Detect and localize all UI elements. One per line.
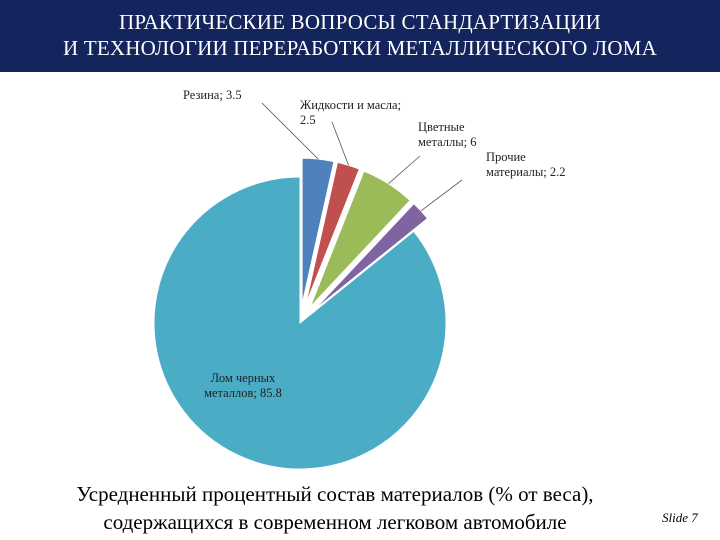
title-bar: ПРАКТИЧЕСКИЕ ВОПРОСЫ СТАНДАРТИЗАЦИИ И ТЕ… xyxy=(0,0,720,72)
caption-line-2: содержащихся в современном легковом авто… xyxy=(103,510,567,534)
pie-slices xyxy=(153,157,447,470)
leader-line xyxy=(261,102,319,160)
pie-slice xyxy=(153,176,447,470)
leader-line xyxy=(388,155,421,184)
pie-slice xyxy=(305,161,360,306)
slide-number: Slide 7 xyxy=(662,510,698,525)
slice-label: Цветные металлы; 6 xyxy=(418,120,476,149)
title-line-2: И ТЕХНОЛОГИИ ПЕРЕРАБОТКИ МЕТАЛЛИЧЕСКОГО … xyxy=(63,36,657,60)
slice-label: Жидкости и масла; 2.5 xyxy=(300,98,401,127)
caption-line-1: Усредненный процентный состав материалов… xyxy=(76,482,594,506)
slice-label: Лом черных металлов; 85.8 xyxy=(204,371,282,400)
slice-label: Прочие материалы; 2.2 xyxy=(486,150,566,179)
leader-line xyxy=(331,121,349,166)
pie-slice xyxy=(301,157,335,305)
slice-label: Резина; 3.5 xyxy=(183,88,242,102)
chart-caption: Усредненный процентный состав материалов… xyxy=(0,480,670,536)
slice-labels: Резина; 3.5 Жидкости и масла; 2.5 Цветные ме… xyxy=(183,88,566,400)
leader-lines xyxy=(261,102,463,212)
leader-line xyxy=(420,179,463,212)
pie-chart: Резина; 3.5 Жидкости и масла; 2.5 Цветные ме… xyxy=(153,88,566,470)
title-line-1: ПРАКТИЧЕСКИЕ ВОПРОСЫ СТАНДАРТИЗАЦИИ xyxy=(118,10,602,34)
